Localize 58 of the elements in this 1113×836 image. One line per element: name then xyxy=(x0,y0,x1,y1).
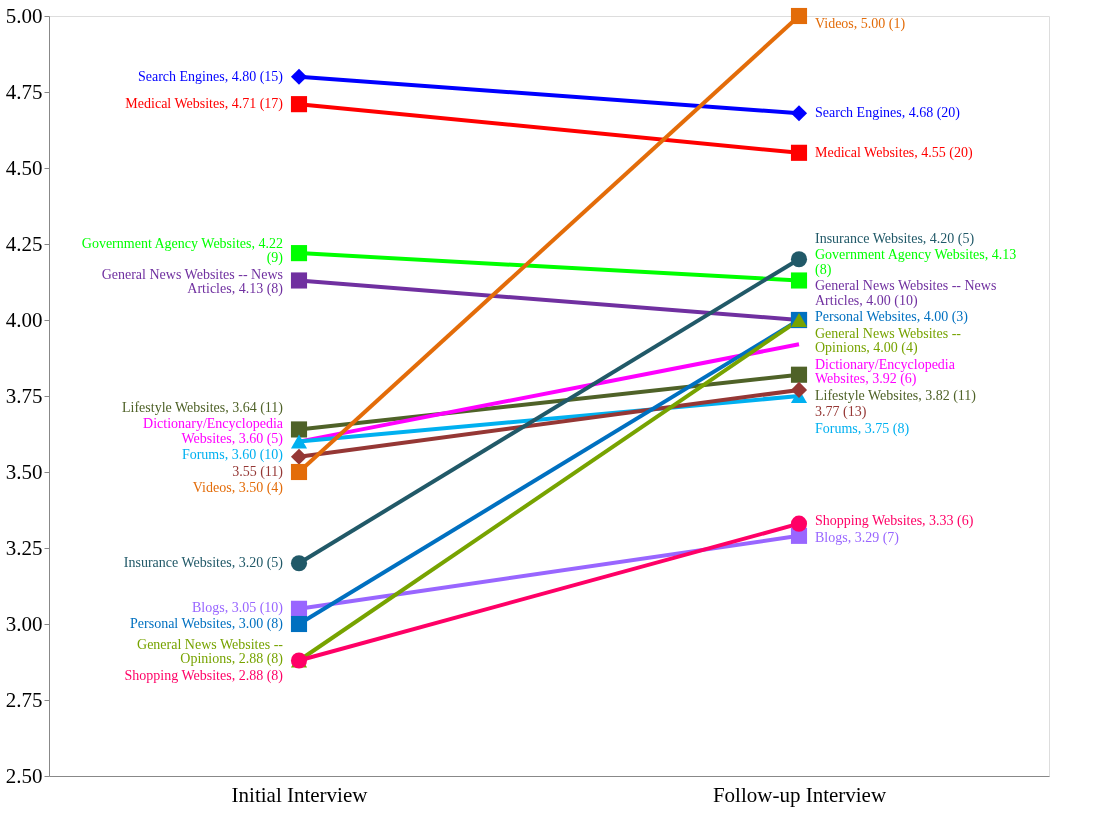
y-tick-label: 5.00 xyxy=(5,3,43,28)
data-label: Forums, 3.75 (8) xyxy=(815,420,910,437)
data-label: Personal Websites, 3.00 (8) xyxy=(130,616,284,633)
data-label: Dictionary/Encyclopedia Websites, 3.92 (6) xyxy=(815,356,956,388)
data-label: General News Websites -- Opinions, 2.88 (8) xyxy=(137,636,284,668)
data-label: 3.77 (13) xyxy=(815,404,867,421)
data-label: Shopping Websites, 2.88 (8) xyxy=(124,667,284,684)
data-label: Videos, 5.00 (1) xyxy=(815,16,906,32)
y-tick-label: 2.50 xyxy=(5,763,43,788)
x-tick-label: Follow-up Interview xyxy=(712,782,887,807)
point xyxy=(290,68,308,85)
data-label: Insurance Websites, 3.20 (5) xyxy=(123,554,284,571)
data-label: Personal Websites, 4.00 (3) xyxy=(815,309,969,326)
point xyxy=(290,96,308,113)
point xyxy=(290,448,308,465)
y-tick-label: 4.50 xyxy=(5,155,43,180)
y-tick-label: 3.00 xyxy=(5,611,43,636)
data-label: Medical Websites, 4.71 (17) xyxy=(125,95,284,112)
point xyxy=(290,245,308,262)
point xyxy=(290,463,308,481)
point xyxy=(790,7,808,25)
point xyxy=(790,366,808,383)
y-tick-label: 4.75 xyxy=(5,79,43,104)
point xyxy=(790,105,808,122)
point xyxy=(790,515,808,532)
data-label: Dictionary/Encyclopedia Websites, 3.60 (5) xyxy=(143,416,284,447)
data-label: Lifestyle Websites, 3.82 (11) xyxy=(815,387,977,404)
data-label: General News Websites -- News Articles, 4.13 (8) xyxy=(101,266,284,298)
data-label: Search Engines, 4.80 (15) xyxy=(137,68,284,85)
data-label: Insurance Websites, 4.20 (5) xyxy=(815,230,975,247)
data-label: Shopping Websites, 3.33 (6) xyxy=(815,513,974,530)
data-label: Forums, 3.60 (10) xyxy=(181,447,284,464)
point xyxy=(290,600,308,617)
data-label: Medical Websites, 4.55 (20) xyxy=(815,144,973,161)
data-label: Blogs, 3.29 (7) xyxy=(815,529,900,546)
point xyxy=(290,555,308,572)
point xyxy=(290,421,308,438)
data-label: General News Websites -- News Articles, 4.00 (10) xyxy=(815,278,997,309)
point xyxy=(790,144,808,161)
data-label: Search Engines, 4.68 (20) xyxy=(815,105,961,122)
y-tick-label: 3.50 xyxy=(5,459,43,484)
data-label: Lifestyle Websites, 3.64 (11) xyxy=(121,399,284,416)
y-tick-label: 4.00 xyxy=(5,307,43,332)
data-label: Government Agency Websites, 4.13 (8) xyxy=(815,247,1017,278)
data-label: 3.55 (11) xyxy=(232,463,284,480)
data-label: Government Agency Websites, 4.22 (9) xyxy=(81,235,284,267)
y-tick-label: 3.25 xyxy=(5,535,43,560)
point xyxy=(290,615,308,633)
x-tick-label: Initial Interview xyxy=(231,782,369,807)
data-label: Blogs, 3.05 (10) xyxy=(192,599,284,616)
data-label: General News Websites -- Opinions, 4.00 (4) xyxy=(815,325,962,357)
point xyxy=(790,272,808,289)
y-tick-label: 3.75 xyxy=(5,383,43,408)
data-label: Videos, 3.50 (4) xyxy=(192,480,284,497)
y-tick-label: 4.25 xyxy=(5,231,43,256)
y-tick-label: 2.75 xyxy=(5,687,43,712)
point xyxy=(790,251,808,268)
point xyxy=(290,272,308,289)
